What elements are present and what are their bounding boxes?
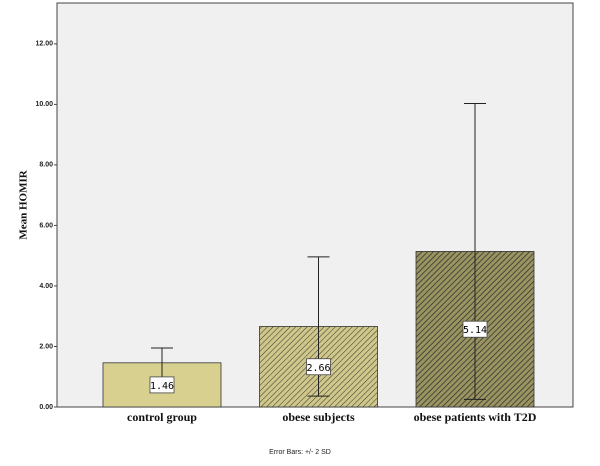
value-label: 2.66 (306, 363, 330, 374)
y-axis-label: Mean HOMIR (18, 169, 30, 239)
value-label: 5.14 (463, 325, 487, 336)
value-label-box (462, 320, 488, 338)
y-tick-label: 2.00 (39, 343, 53, 350)
footnote: Error Bars: +/- 2 SD (269, 449, 331, 456)
value-label: 1.46 (150, 381, 174, 392)
y-tick-label: 0.00 (39, 404, 53, 411)
y-tick-label: 10.00 (35, 101, 53, 108)
x-tick-label: obese subjects (282, 410, 355, 424)
y-tick-label: 8.00 (39, 162, 53, 169)
y-tick-label: 6.00 (39, 222, 53, 229)
y-tick-label: 12.00 (35, 41, 53, 48)
x-tick-label: obese patients with T2D (414, 410, 537, 424)
x-tick-label: control group (127, 410, 197, 424)
value-label-box (306, 358, 331, 376)
value-label-box (149, 376, 175, 394)
y-tick-label: 4.00 (39, 283, 53, 290)
